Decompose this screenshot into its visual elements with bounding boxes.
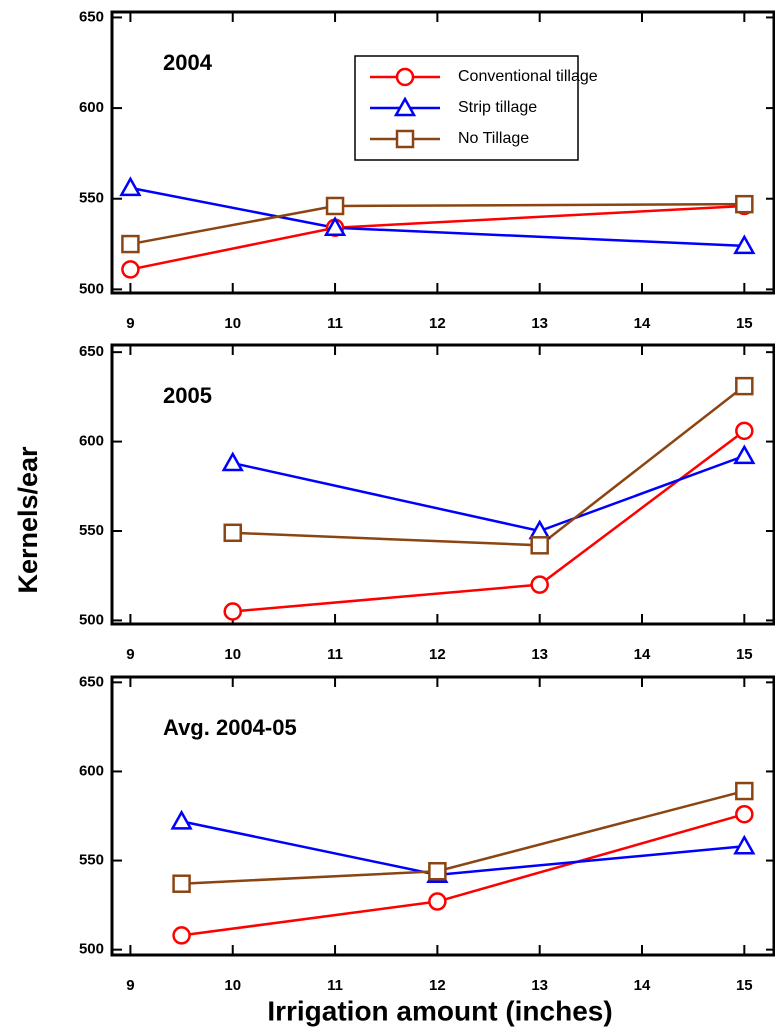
panel-title: 2004: [163, 50, 213, 75]
marker: [121, 234, 140, 254]
marker: [325, 196, 345, 216]
y-tick-label: 500: [79, 280, 104, 297]
marker: [172, 874, 191, 893]
marker: [733, 834, 756, 855]
marker: [223, 602, 242, 621]
x-tick-label: 11: [327, 646, 343, 663]
y-tick-label: 600: [79, 99, 104, 116]
marker: [428, 892, 447, 911]
marker: [323, 216, 347, 236]
marker: [735, 421, 754, 441]
marker: [221, 451, 244, 472]
x-tick-label: 15: [736, 977, 753, 994]
y-tick-label: 600: [79, 433, 104, 450]
marker: [735, 804, 754, 824]
y-tick-label: 500: [79, 611, 104, 628]
x-axis-label: Irrigation amount (inches): [267, 995, 612, 1026]
x-tick-label: 14: [634, 977, 651, 994]
marker: [121, 260, 140, 279]
series-line: [181, 813, 745, 937]
x-tick-label: 12: [429, 315, 446, 332]
y-axis-label: Kernels/ear: [13, 446, 43, 594]
marker: [733, 444, 756, 465]
y-tick-label: 550: [79, 852, 104, 869]
x-tick-label: 11: [327, 315, 343, 332]
legend-label: Conventional tillage: [458, 68, 598, 85]
series-line: [130, 186, 745, 248]
marker: [395, 129, 415, 149]
x-tick-label: 15: [736, 315, 753, 332]
panel-title: Avg. 2004-05: [163, 715, 297, 740]
marker: [735, 194, 754, 214]
plot-frame: [110, 675, 775, 957]
marker: [170, 809, 193, 830]
marker: [733, 234, 756, 255]
marker: [735, 781, 754, 801]
panel-title: 2005: [163, 383, 212, 408]
y-tick-label: 600: [79, 762, 104, 779]
x-tick-label: 14: [634, 315, 651, 332]
y-tick-label: 550: [79, 190, 104, 207]
series-line: [130, 204, 745, 271]
y-tick-label: 650: [79, 8, 104, 25]
x-tick-label: 15: [736, 646, 753, 663]
marker: [223, 523, 242, 543]
marker: [119, 176, 142, 197]
series-line: [181, 820, 745, 877]
series-line: [232, 429, 746, 613]
x-tick-label: 10: [224, 977, 241, 994]
marker: [393, 96, 417, 117]
y-tick-label: 550: [79, 522, 104, 539]
x-tick-label: 13: [531, 315, 548, 332]
marker: [395, 67, 415, 87]
marker: [172, 926, 191, 945]
x-tick-label: 14: [634, 646, 651, 663]
legend-label: Strip tillage: [458, 99, 537, 116]
y-tick-label: 650: [79, 343, 104, 360]
marker: [530, 536, 549, 555]
plot-frame: [110, 343, 775, 626]
series-line: [232, 385, 746, 547]
marker: [530, 575, 549, 594]
x-tick-label: 13: [531, 646, 548, 663]
x-tick-label: 12: [429, 646, 446, 663]
legend-label: No Tillage: [458, 130, 529, 147]
y-tick-label: 500: [79, 941, 104, 958]
x-tick-label: 9: [126, 977, 134, 994]
x-tick-label: 10: [224, 646, 241, 663]
marker: [735, 376, 754, 396]
plot-frame: [110, 10, 775, 295]
x-tick-label: 10: [224, 315, 241, 332]
x-tick-label: 13: [531, 977, 548, 994]
y-tick-label: 650: [79, 673, 104, 690]
x-tick-label: 9: [126, 646, 134, 663]
marker: [428, 861, 447, 881]
x-tick-label: 9: [126, 315, 134, 332]
x-tick-label: 12: [429, 977, 446, 994]
series-line: [232, 454, 745, 533]
x-tick-label: 11: [327, 977, 343, 994]
